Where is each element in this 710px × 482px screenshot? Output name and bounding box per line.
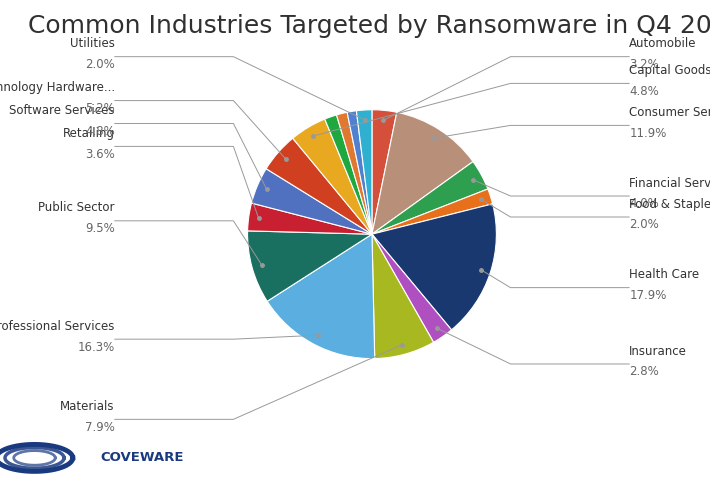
Text: Technology Hardware...: Technology Hardware... [0,81,114,94]
Wedge shape [266,138,372,234]
Wedge shape [248,231,372,301]
Wedge shape [372,161,488,234]
Text: Automobile: Automobile [629,37,697,50]
Wedge shape [356,110,372,234]
Wedge shape [251,169,372,234]
Text: 9.5%: 9.5% [85,222,114,235]
Text: 2.0%: 2.0% [629,218,659,231]
Text: Materials: Materials [60,400,114,413]
Wedge shape [293,119,372,234]
Wedge shape [372,234,434,359]
Text: Consumer Services: Consumer Services [629,106,710,119]
Wedge shape [248,203,372,234]
Text: 3.2%: 3.2% [629,58,659,71]
Text: Professional Services: Professional Services [0,320,114,333]
Text: Health Care: Health Care [629,268,699,281]
Wedge shape [337,112,372,234]
Wedge shape [324,115,372,234]
Text: 17.9%: 17.9% [629,289,667,302]
Text: Utilities: Utilities [70,37,114,50]
Text: Financial Services: Financial Services [629,176,710,189]
Text: 4.8%: 4.8% [629,85,659,98]
Wedge shape [372,234,452,342]
Text: 3.6%: 3.6% [85,148,114,161]
Text: Food & Staples Retaili...: Food & Staples Retaili... [629,198,710,211]
Wedge shape [372,110,397,234]
Text: 11.9%: 11.9% [629,127,667,140]
Text: 16.3%: 16.3% [77,341,114,354]
Text: Capital Goods: Capital Goods [629,64,710,77]
Wedge shape [267,234,375,359]
Text: Common Industries Targeted by Ransomware in Q4 2020: Common Industries Targeted by Ransomware… [28,14,710,39]
Wedge shape [372,112,473,234]
Text: 5.2%: 5.2% [85,102,114,115]
Text: COVEWARE: COVEWARE [100,451,184,464]
Text: Software Services: Software Services [9,104,114,117]
Wedge shape [372,204,496,330]
Text: 2.0%: 2.0% [85,58,114,71]
Text: Retailing: Retailing [62,127,114,140]
Text: 7.9%: 7.9% [84,421,114,434]
Text: 2.8%: 2.8% [629,365,659,378]
Text: Insurance: Insurance [629,345,687,358]
Text: Public Sector: Public Sector [38,201,114,214]
Text: 4.0%: 4.0% [629,198,659,211]
Wedge shape [347,111,372,234]
Text: 4.8%: 4.8% [85,125,114,138]
Wedge shape [372,189,493,234]
